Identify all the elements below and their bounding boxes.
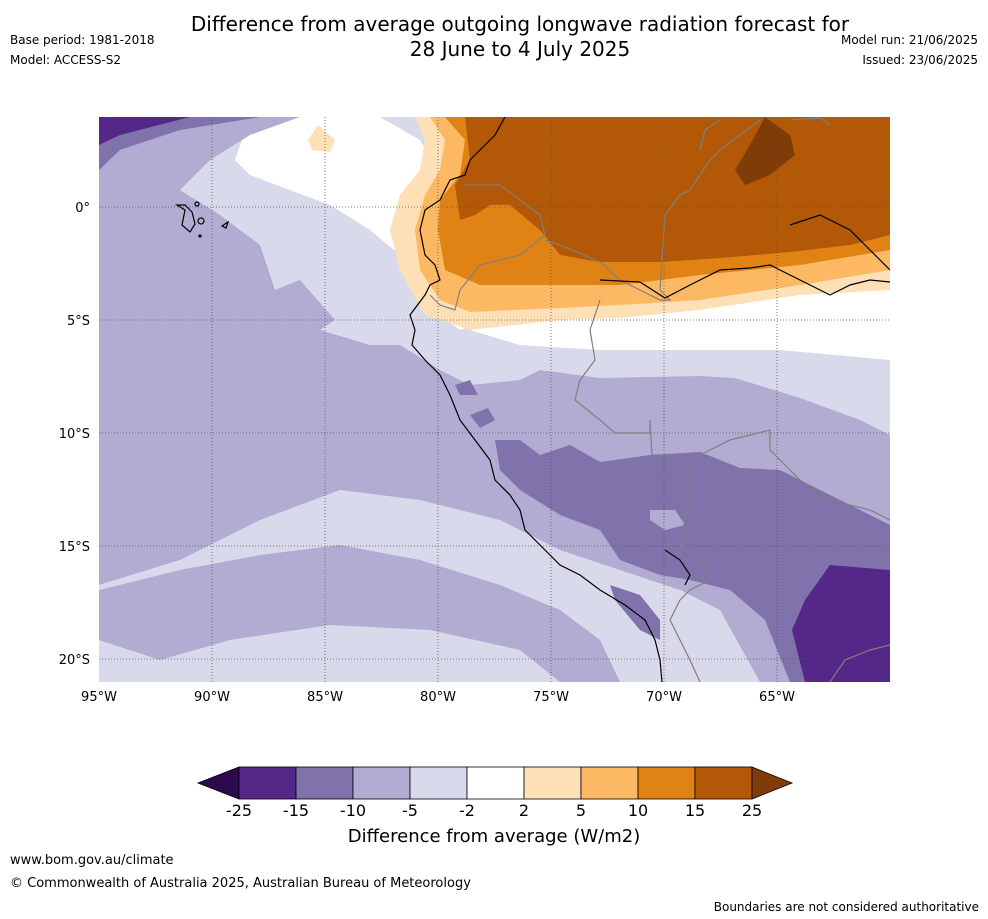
lat-label: 0° — [75, 201, 90, 216]
colorbar-tick-label: -15 — [283, 801, 309, 820]
lon-axis: 95°W 90°W 85°W 80°W 75°W 70°W 65°W — [81, 690, 795, 705]
colorbar-swatch — [694, 766, 753, 800]
lon-label: 70°W — [646, 690, 682, 705]
colorbar-tick-label: -2 — [459, 801, 475, 820]
lon-label: 90°W — [194, 690, 230, 705]
anomaly-patch-pale-orange — [308, 125, 335, 152]
model-text: Model: ACCESS-S2 — [10, 53, 122, 67]
anomaly-band-medium-purple — [495, 440, 890, 682]
colorbar-tick-label: 25 — [742, 801, 762, 820]
lat-label: 5°S — [67, 314, 90, 329]
colorbar-swatch — [466, 766, 525, 800]
colorbar-extend-low — [196, 766, 240, 800]
lon-label: 80°W — [420, 690, 456, 705]
anomaly-band-brown — [735, 117, 795, 185]
lat-axis: 0° 5°S 10°S 15°S 20°S — [59, 201, 90, 668]
lake-titicaca — [664, 549, 691, 586]
colorbar-tick-label: 10 — [628, 801, 648, 820]
lat-label: 20°S — [59, 653, 90, 668]
footer-url: www.bom.gov.au/climate — [10, 853, 174, 868]
colorbar-tick-label: -10 — [340, 801, 366, 820]
colorbar-tick-label: 2 — [519, 801, 529, 820]
anomaly-patch — [455, 380, 478, 395]
colorbar-extend-high — [751, 766, 794, 800]
anomaly-band-medium-purple-northwest — [99, 117, 260, 170]
colorbar-swatch — [409, 766, 468, 800]
anomaly-gap — [650, 510, 685, 530]
coastline-west — [409, 117, 663, 682]
colorbar-swatch — [580, 766, 639, 800]
map-area — [99, 117, 890, 682]
base-period-text: Base period: 1981-2018 — [10, 33, 155, 47]
model-run-text: Model run: 21/06/2025 — [840, 33, 978, 47]
colorbar-swatch — [637, 766, 696, 800]
meta-right: Model run: 21/06/2025 Issued: 23/06/2025 — [841, 33, 978, 73]
footer-copyright: © Commonwealth of Australia 2025, Austra… — [10, 876, 471, 891]
colorbar-swatch — [352, 766, 411, 800]
colorbar-swatch — [295, 766, 354, 800]
title-line-1: Difference from average outgoing longwav… — [190, 12, 850, 36]
issued-text: Issued: 23/06/2025 — [862, 53, 978, 67]
meta-left: Base period: 1981-2018 Model: ACCESS-S2 — [10, 33, 155, 73]
coastline-north — [599, 214, 890, 299]
colorbar-tick-label: 15 — [685, 801, 705, 820]
anomaly-band-light-lavender-south — [99, 545, 620, 682]
map-title: Difference from average outgoing longwav… — [150, 12, 890, 62]
colorbar-tick-label: 5 — [576, 801, 586, 820]
footer-disclaimer: Boundaries are not considered authoritat… — [713, 900, 979, 914]
colorbar-swatch — [238, 766, 297, 800]
title-line-2: 28 June to 4 July 2025 — [409, 37, 631, 61]
colorbar-tick-label: -25 — [226, 801, 252, 820]
lon-label: 85°W — [307, 690, 343, 705]
lat-label: 10°S — [59, 427, 90, 442]
colorbar — [196, 766, 794, 800]
colorbar-swatch — [523, 766, 582, 800]
anomaly-band-dark-purple-northwest — [99, 117, 190, 145]
lon-label: 75°W — [533, 690, 569, 705]
lon-label: 65°W — [759, 690, 795, 705]
country-borders — [429, 117, 890, 682]
anomaly-patch — [470, 408, 495, 428]
lon-label: 95°W — [81, 690, 117, 705]
lat-label: 15°S — [59, 540, 90, 555]
galapagos-islands — [174, 201, 230, 238]
gridlines — [99, 117, 890, 682]
colorbar-label: Difference from average (W/m2) — [347, 826, 641, 847]
anomaly-band-dark-purple-southeast — [792, 565, 890, 682]
colorbar-tick-label: -5 — [402, 801, 418, 820]
colorbar-ticks: -25 -15 -10 -5 -2 2 5 10 15 25 — [226, 801, 762, 820]
